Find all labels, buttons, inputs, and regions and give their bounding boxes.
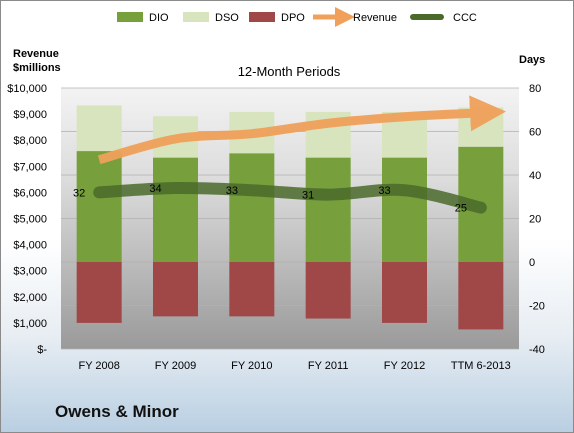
left-tick-label: $7,000	[13, 161, 47, 173]
bar-dio	[305, 157, 351, 262]
left-tick-label: $6,000	[13, 187, 47, 199]
right-axis-ticks: -40 -20 0 20 40 60 80	[529, 83, 545, 356]
bar-dpo	[305, 262, 351, 319]
legend-swatch-dpo	[249, 12, 275, 22]
legend-swatch-dso	[183, 12, 209, 22]
bar-dpo	[76, 262, 122, 323]
legend: DIO DSO DPO Revenue CCC	[117, 7, 477, 27]
legend-label-dio: DIO	[149, 12, 169, 24]
legend-swatch-dio	[117, 12, 143, 22]
x-tick-label: FY 2012	[384, 360, 425, 372]
ccc-data-label: 25	[455, 203, 467, 215]
left-axis-label-line2: $millions	[13, 62, 61, 74]
revenue-line	[97, 95, 506, 165]
right-tick-label: 20	[529, 214, 541, 226]
left-tick-label: $10,000	[7, 83, 47, 95]
ccc-data-label: 31	[302, 190, 314, 202]
legend-label-revenue: Revenue	[353, 12, 397, 24]
bar-dio	[229, 153, 275, 262]
chart-title: 12-Month Periods	[238, 64, 341, 79]
x-axis-ticks: FY 2008 FY 2009 FY 2010 FY 2011 FY 2012 TTM 6…	[78, 360, 510, 372]
left-tick-label: $2,000	[13, 292, 47, 304]
ccc-data-label: 34	[149, 183, 161, 195]
bar-dpo	[382, 262, 427, 323]
left-tick-label: $5,000	[13, 214, 47, 226]
left-tick-label: $-	[37, 344, 47, 356]
lines	[93, 95, 506, 214]
left-tick-label: $9,000	[13, 109, 47, 121]
bar-dio	[382, 157, 427, 262]
x-tick-label: FY 2009	[155, 360, 196, 372]
right-tick-label: 80	[529, 83, 541, 95]
bar-dso	[76, 105, 122, 152]
ccc-labels: 32 34 33 31 33 25	[73, 183, 467, 215]
ccc-data-label: 33	[378, 185, 390, 197]
x-tick-label: FY 2010	[231, 360, 272, 372]
left-tick-label: $3,000	[13, 266, 47, 278]
left-axis-label-line1: Revenue	[13, 48, 59, 60]
legend-label-dpo: DPO	[281, 12, 305, 24]
right-axis-label: Days	[519, 54, 545, 66]
x-tick-label: FY 2011	[308, 360, 349, 372]
left-axis-ticks: $- $1,000 $2,000 $3,000 $4,000 $5,000 $6,000 $7…	[7, 83, 47, 356]
left-tick-label: $1,000	[13, 318, 47, 330]
right-tick-label: 40	[529, 170, 541, 182]
right-tick-label: 0	[529, 257, 535, 269]
left-tick-label: $4,000	[13, 240, 47, 252]
ccc-data-label: 33	[226, 185, 238, 197]
right-tick-label: -40	[529, 344, 545, 356]
bar-dpo	[229, 262, 275, 317]
x-tick-label: TTM 6-2013	[451, 360, 511, 372]
bar-dpo	[153, 262, 198, 317]
right-tick-label: 60	[529, 127, 541, 139]
left-tick-label: $8,000	[13, 135, 47, 147]
company-name: Owens & Minor	[55, 402, 179, 421]
x-tick-label: FY 2008	[78, 360, 119, 372]
legend-label-ccc: CCC	[453, 12, 477, 24]
ccc-line	[93, 181, 487, 214]
bar-dio	[153, 157, 198, 262]
bar-dio	[76, 151, 122, 262]
bar-dpo	[458, 262, 504, 330]
legend-label-dso: DSO	[215, 12, 239, 24]
right-tick-label: -20	[529, 301, 545, 313]
ccc-data-label: 32	[73, 187, 85, 199]
